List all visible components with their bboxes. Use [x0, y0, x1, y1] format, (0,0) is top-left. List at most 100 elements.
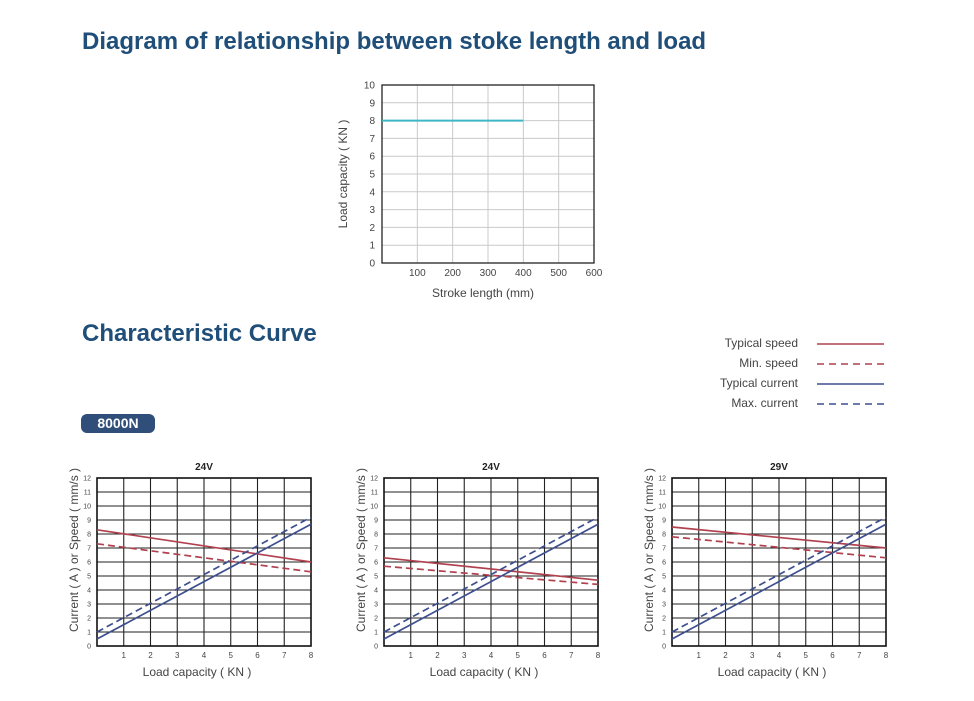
y-tick-label: 5: [87, 574, 91, 581]
y-tick-label: 0: [662, 644, 666, 651]
legend-item-max-current: Max. current: [690, 396, 900, 414]
y-tick-label: 10: [83, 504, 91, 511]
x-tick-label: 8: [884, 651, 889, 660]
y-tick-label: 6: [369, 152, 375, 163]
y-tick-label: 5: [662, 574, 666, 581]
x-axis-label: Stroke length (mm): [432, 286, 534, 300]
plot-frame: [381, 84, 595, 264]
y-tick-label: 1: [662, 630, 666, 637]
y-tick-label: 1: [87, 630, 91, 637]
x-tick-label: 2: [435, 651, 440, 660]
legend-label: Typical current: [719, 376, 798, 390]
x-tick-label: 2: [148, 651, 153, 660]
legend-item-min-speed: Min. speed: [690, 356, 900, 374]
chart-title: 24V: [195, 462, 213, 473]
legend-label: Max. current: [731, 396, 798, 410]
page-title: Diagram of relationship between stoke le…: [82, 28, 707, 55]
legend-swatch: [817, 383, 884, 385]
series-line: [671, 535, 887, 559]
y-tick-label: 11: [371, 490, 378, 497]
x-tick-label: 1: [409, 651, 414, 660]
series-line: [671, 523, 887, 640]
series-line: [671, 516, 887, 633]
plot-frame: [383, 477, 599, 647]
model-badge: 8000N: [81, 414, 155, 433]
series-line: [96, 528, 312, 563]
y-tick-label: 0: [369, 259, 375, 270]
x-tick-label: 4: [777, 651, 782, 660]
y-tick-label: 5: [374, 574, 378, 581]
series-line: [671, 526, 887, 549]
x-tick-label: 6: [542, 651, 547, 660]
y-tick-label: 8: [369, 116, 375, 127]
x-tick-label: 5: [229, 651, 234, 660]
x-tick-label: 6: [255, 651, 260, 660]
y-tick-label: 9: [87, 518, 91, 525]
y-tick-label: 12: [83, 476, 91, 483]
x-tick-label: 8: [309, 651, 314, 660]
y-tick-label: 7: [87, 546, 91, 553]
y-tick-label: 6: [662, 560, 666, 567]
y-tick-label: 1: [369, 241, 375, 252]
y-axis-label: Load capacity ( KN ): [336, 120, 350, 229]
y-axis-label: Current ( A ) or Speed ( mm/s ): [67, 468, 81, 632]
x-tick-label: 7: [569, 651, 574, 660]
series-line: [383, 523, 599, 640]
y-tick-label: 11: [84, 490, 91, 497]
x-tick-label: 100: [409, 268, 426, 279]
y-tick-label: 4: [87, 588, 91, 595]
y-tick-label: 8: [662, 532, 666, 539]
x-tick-label: 500: [550, 268, 567, 279]
x-tick-label: 1: [697, 651, 702, 660]
x-axis-label: Load capacity ( KN ): [718, 665, 827, 679]
y-tick-label: 6: [87, 560, 91, 567]
legend-item-typical-speed: Typical speed: [690, 336, 900, 354]
y-tick-label: 10: [370, 504, 378, 511]
y-tick-label: 0: [87, 644, 91, 651]
y-tick-label: 12: [370, 476, 378, 483]
chart-title: 24V: [482, 462, 500, 473]
y-tick-label: 10: [658, 504, 666, 511]
y-tick-label: 7: [662, 546, 666, 553]
y-tick-label: 1: [374, 630, 378, 637]
y-tick-label: 11: [659, 490, 666, 497]
y-tick-label: 2: [374, 616, 378, 623]
y-tick-label: 9: [662, 518, 666, 525]
y-tick-label: 4: [369, 187, 375, 198]
y-tick-label: 3: [87, 602, 91, 609]
x-tick-label: 6: [830, 651, 835, 660]
x-tick-label: 3: [462, 651, 467, 660]
series-line: [96, 516, 312, 633]
y-tick-label: 4: [374, 588, 378, 595]
x-tick-label: 7: [282, 651, 287, 660]
section-title: Characteristic Curve: [82, 320, 317, 347]
chart-title: 29V: [770, 462, 788, 473]
stroke-load-chart: 0 1 2 3 4 5 6 7 8 9 10 100 200 300 400 500 600 Stroke len…: [336, 81, 603, 301]
y-tick-label: 4: [662, 588, 666, 595]
x-axis-label: Load capacity ( KN ): [143, 665, 252, 679]
plot-frame: [671, 477, 887, 647]
y-tick-label: 10: [364, 81, 376, 92]
series-line: [383, 556, 599, 582]
x-tick-label: 200: [444, 268, 461, 279]
legend-label: Min. speed: [739, 356, 798, 370]
x-tick-label: 5: [516, 651, 521, 660]
y-tick-label: 9: [369, 98, 375, 109]
x-tick-label: 7: [857, 651, 862, 660]
x-tick-label: 4: [202, 651, 207, 660]
x-tick-label: 1: [122, 651, 127, 660]
y-tick-label: 6: [374, 560, 378, 567]
legend-item-typical-current: Typical current: [690, 376, 900, 394]
y-tick-label: 7: [374, 546, 378, 553]
series-line: [383, 516, 599, 633]
y-tick-label: 9: [374, 518, 378, 525]
legend-swatch: [817, 343, 884, 345]
x-tick-label: 600: [586, 268, 603, 279]
x-tick-label: 300: [480, 268, 497, 279]
y-axis-label: Current ( A ) or Speed ( mm/s ): [354, 468, 368, 632]
y-tick-label: 0: [374, 644, 378, 651]
y-tick-label: 7: [369, 134, 375, 145]
